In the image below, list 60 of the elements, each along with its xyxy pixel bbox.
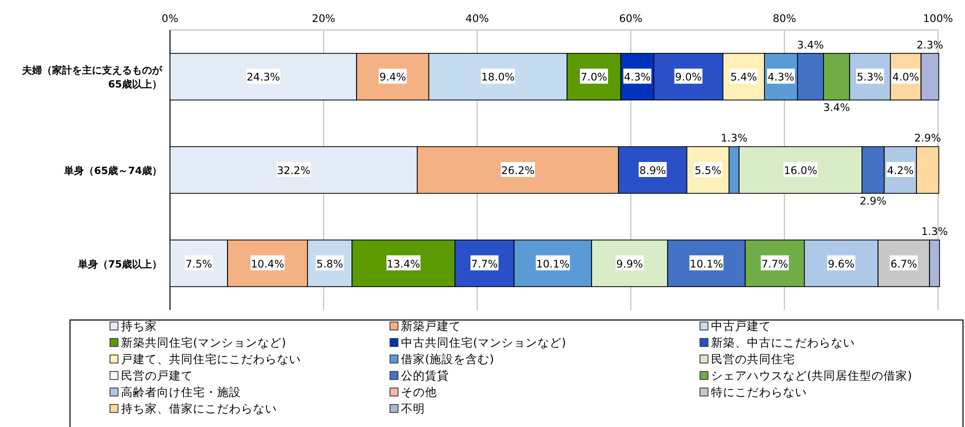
- data-label: 9.9%: [616, 258, 644, 270]
- data-label: 7.7%: [471, 258, 498, 270]
- x-tick-label: 80%: [772, 13, 796, 25]
- legend-label: 特にこだわらない: [711, 385, 807, 399]
- data-label: 1.3%: [720, 132, 748, 145]
- legend-label: 戸建て、共同住宅にこだわらない: [121, 352, 301, 366]
- data-label: 5.8%: [316, 258, 344, 270]
- legend-label: 新築共同住宅(マンションなど): [121, 336, 286, 350]
- data-label: 4.3%: [768, 72, 794, 84]
- data-label: 9.4%: [379, 72, 406, 84]
- x-tick-label: 0%: [162, 13, 178, 25]
- data-label: 2.9%: [914, 132, 941, 145]
- data-label: 2.3%: [916, 39, 944, 52]
- y-tick-label: 単身（75歳以上）: [77, 258, 162, 270]
- x-tick-label: 60%: [619, 13, 642, 25]
- legend-label: 民営の共同住宅: [711, 352, 795, 366]
- data-label: 5.5%: [694, 165, 722, 177]
- data-label: 10.1%: [536, 258, 570, 270]
- data-label: 6.7%: [890, 258, 918, 270]
- data-label: 5.3%: [856, 72, 884, 84]
- legend-label: 民営の戸建て: [121, 368, 193, 382]
- legend-label: 借家(施設を含む): [401, 352, 494, 366]
- data-label: 13.4%: [386, 258, 420, 270]
- legend-label: 中古共同住宅(マンションなど): [401, 336, 566, 350]
- legend-label: 新築戸建て: [401, 319, 461, 333]
- data-label: 9.0%: [675, 72, 702, 84]
- data-label: 9.6%: [828, 258, 855, 270]
- data-label: 7.5%: [185, 258, 212, 270]
- data-label: 7.0%: [580, 72, 608, 84]
- y-tick-label: 夫婦（家計を主に支えるものが65歳以上）: [21, 64, 163, 91]
- data-label: 4.2%: [887, 165, 914, 177]
- legend-label: 持ち家: [121, 319, 157, 333]
- legend-label: 持ち家、借家にこだわらない: [121, 402, 277, 416]
- legend-label: 新築、中古にこだわらない: [711, 336, 855, 350]
- data-label: 8.9%: [639, 165, 666, 177]
- x-tick-label: 20%: [312, 13, 336, 25]
- data-label: 4.3%: [624, 72, 651, 84]
- legend-label: 中古戸建て: [711, 319, 771, 333]
- data-label: 3.4%: [823, 102, 850, 114]
- data-label: 7.7%: [761, 258, 788, 270]
- data-label: 5.4%: [730, 72, 758, 84]
- data-label: 16.0%: [784, 165, 818, 177]
- data-label: 10.1%: [690, 258, 724, 270]
- legend-label: シェアハウスなど(共同居住型の借家): [711, 368, 912, 382]
- y-tick-label: 単身（65歳～74歳）: [63, 165, 162, 177]
- data-label: 10.4%: [250, 258, 284, 270]
- legend-label: その他: [401, 385, 437, 399]
- data-label: 3.4%: [797, 39, 824, 52]
- data-label: 2.9%: [860, 195, 886, 208]
- data-label: 24.3%: [246, 72, 280, 84]
- data-label: 26.2%: [501, 165, 535, 177]
- data-label: 4.0%: [892, 72, 920, 84]
- legend-label: 公的賃貸: [401, 368, 449, 382]
- legend-label: 高齢者向け住宅・施設: [121, 385, 241, 399]
- x-tick-label: 100%: [922, 13, 954, 25]
- legend-label: 不明: [401, 402, 425, 416]
- data-label: 32.2%: [276, 165, 310, 177]
- data-label: 18.0%: [481, 72, 515, 84]
- data-label: 1.3%: [921, 226, 948, 238]
- x-tick-label: 40%: [466, 13, 489, 25]
